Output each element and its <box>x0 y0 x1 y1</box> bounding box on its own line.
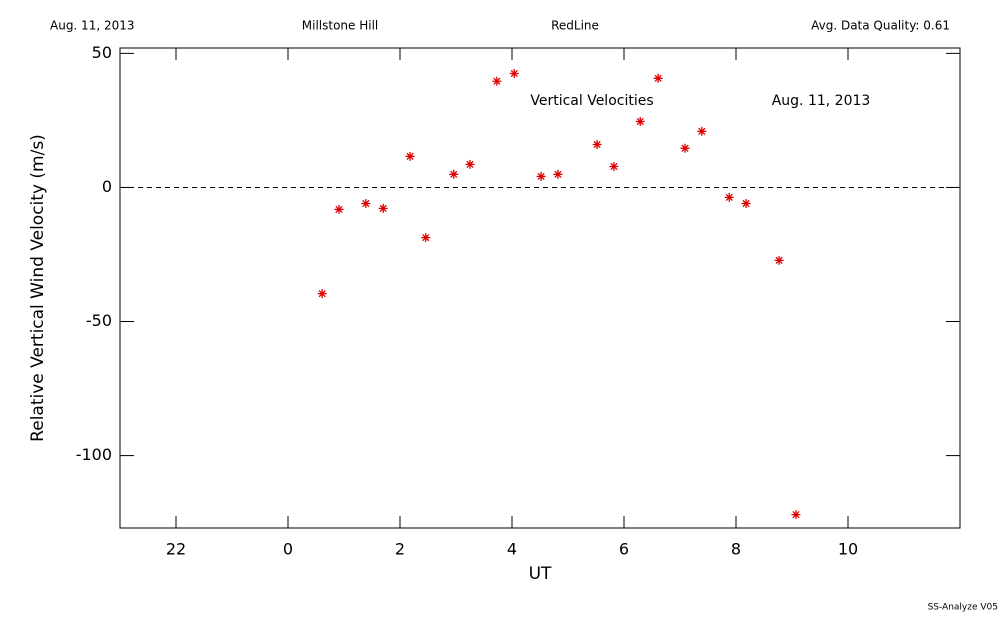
x-tick-label: 22 <box>166 540 186 559</box>
x-tick-label: 4 <box>507 540 517 559</box>
annotation: Aug. 11, 2013 <box>772 93 871 109</box>
y-tick-label: -100 <box>76 445 112 464</box>
x-tick-label: 0 <box>283 540 293 559</box>
header-instrument: RedLine <box>551 19 599 33</box>
data-point <box>361 199 371 209</box>
data-point <box>592 140 602 150</box>
header-site: Millstone Hill <box>302 19 378 33</box>
data-point <box>741 199 751 209</box>
header-date: Aug. 11, 2013 <box>50 19 135 33</box>
data-point <box>609 162 619 172</box>
data-point <box>635 116 645 126</box>
data-point <box>492 76 502 86</box>
data-point <box>334 204 344 214</box>
data-point <box>697 126 707 136</box>
data-point <box>405 151 415 161</box>
data-point <box>509 68 519 78</box>
data-point <box>317 289 327 299</box>
x-tick-label: 6 <box>619 540 629 559</box>
data-point <box>724 192 734 202</box>
x-tick-label: 8 <box>731 540 741 559</box>
x-tick-label: 2 <box>395 540 405 559</box>
data-point <box>680 143 690 153</box>
y-tick-label: 0 <box>102 177 112 196</box>
y-axis-label: Relative Vertical Wind Velocity (m/s) <box>28 134 48 442</box>
header-quality: Avg. Data Quality: 0.61 <box>811 19 950 33</box>
data-point <box>465 159 475 169</box>
data-point <box>653 73 663 83</box>
data-point <box>449 169 459 179</box>
y-tick-label: 50 <box>92 43 112 62</box>
data-point <box>536 171 546 181</box>
y-tick-label: -50 <box>86 311 112 330</box>
plot-frame <box>119 47 961 529</box>
annotation: Vertical Velocities <box>530 93 653 109</box>
data-point <box>791 510 801 520</box>
x-tick-label: 10 <box>838 540 858 559</box>
x-axis-label: UT <box>529 564 552 584</box>
data-point <box>378 203 388 213</box>
data-point <box>553 169 563 179</box>
data-point <box>421 233 431 243</box>
footer: SS-Analyze V05 <box>928 603 998 613</box>
data-point <box>774 255 784 265</box>
